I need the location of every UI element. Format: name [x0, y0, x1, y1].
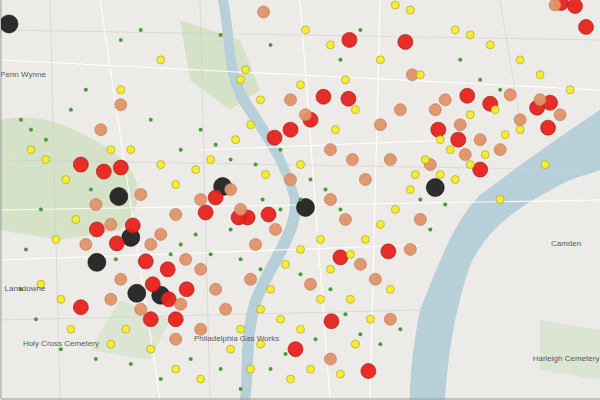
svg-text:Camden: Camden	[551, 239, 581, 248]
svg-text:Harleigh Cemetery: Harleigh Cemetery	[533, 354, 600, 363]
svg-text:Lansdowne: Lansdowne	[4, 284, 45, 293]
svg-text:Philadelphia Gas Works: Philadelphia Gas Works	[194, 334, 279, 343]
svg-text:Holy Cross Cemetery: Holy Cross Cemetery	[23, 339, 99, 348]
svg-text:Penn Wynne: Penn Wynne	[1, 70, 46, 79]
